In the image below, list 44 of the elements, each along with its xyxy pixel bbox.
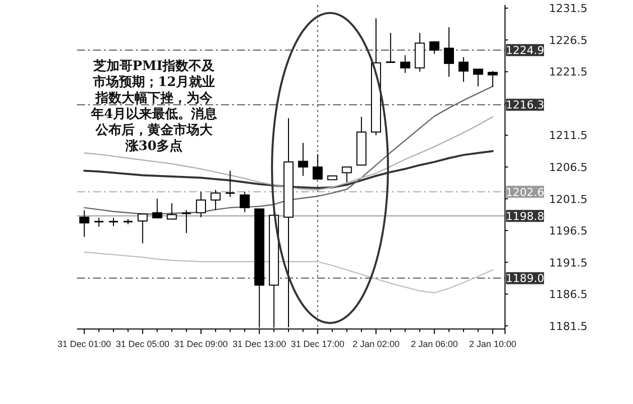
ref-line-label: 1202.6 [506, 186, 544, 199]
candlestick [488, 70, 498, 88]
candlestick [79, 210, 90, 238]
candlestick [224, 170, 236, 198]
y-tick-label: 1211.5 [549, 129, 588, 142]
candlestick [385, 32, 396, 63]
y-tick-label: 1231.5 [549, 2, 588, 16]
line-series [84, 252, 494, 294]
ref-line-label: 1216.3 [506, 98, 544, 112]
ref-line-label: 1198.8 [506, 210, 544, 223]
candlestick [473, 68, 484, 87]
y-tick-label: 1196.5 [549, 224, 588, 238]
y-tick-label: 1201.5 [549, 192, 588, 206]
x-tick-label: 31 Dec 01:00 [58, 339, 112, 349]
x-tick-label: 31 Dec 17:00 [290, 339, 344, 349]
candlestick [166, 202, 177, 220]
ref-line-label: 1189.0 [506, 272, 544, 286]
y-tick-label: 1181.5 [549, 320, 588, 333]
candlestick [312, 154, 323, 180]
candlestick [342, 166, 352, 183]
x-tick-label: 31 Dec 13:00 [232, 339, 286, 349]
candlestick [458, 56, 469, 82]
y-tick-label: 1221.5 [549, 66, 588, 79]
candlestick [210, 189, 221, 211]
y-tick-label: 1226.5 [549, 34, 588, 47]
candlestick [400, 54, 410, 74]
y-tick-label: 1186.5 [549, 288, 588, 302]
x-tick-label: 31 Dec 09:00 [174, 339, 228, 349]
annotation: 芝加哥PMI指数不及市场预期；12月就业指数大幅下挫，为今年4月以来最低。消息公布后，黄金市场大涨30多点 [90, 59, 218, 155]
candlestick [196, 191, 206, 218]
candlestick [152, 198, 162, 218]
x-tick-label: 2 Jan 06:00 [410, 339, 458, 349]
y-tick-label: 1206.5 [549, 161, 588, 174]
x-tick-label: 31 Dec 05:00 [116, 339, 170, 349]
x-tick-label: 2 Jan 02:00 [352, 339, 400, 349]
candlestick [138, 214, 148, 244]
ref-line-label: 1224.9 [506, 44, 544, 58]
candlestick [429, 40, 440, 54]
candlestick [181, 210, 192, 234]
candlestick [444, 26, 454, 78]
y-tick-label: 1191.5 [549, 256, 588, 270]
candlestick [298, 142, 308, 176]
candlestick [240, 191, 250, 213]
x-tick-label: 2 Jan 10:00 [469, 339, 516, 349]
